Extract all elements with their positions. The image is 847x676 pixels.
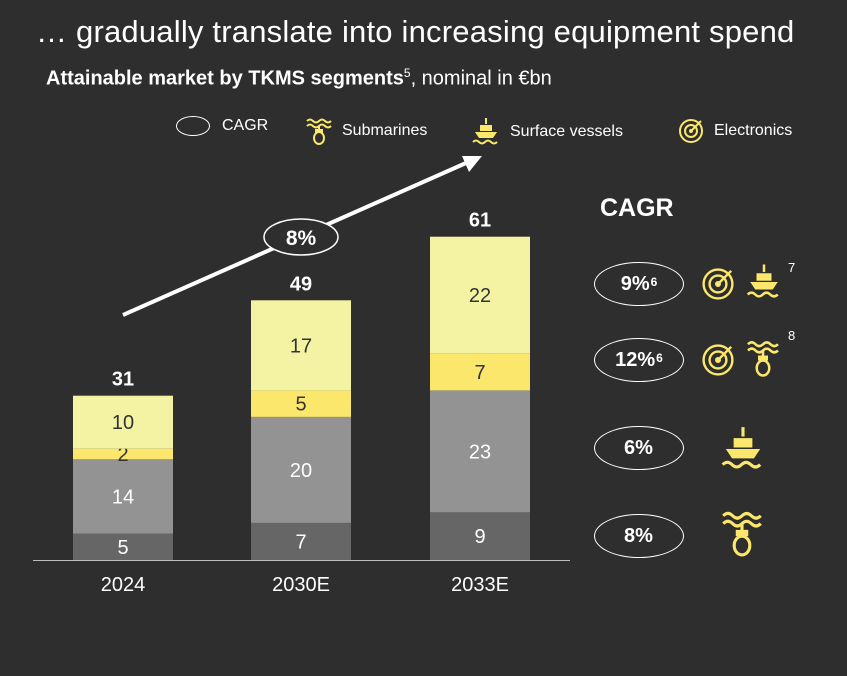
legend-item-surface-vessels: Surface vessels xyxy=(470,116,623,148)
bar-value-label: 17 xyxy=(290,335,312,357)
electronics-icon xyxy=(679,119,703,143)
bar-segment xyxy=(73,395,173,449)
bar-value-label: 9 xyxy=(474,526,485,548)
bar-value-label: 2 xyxy=(117,444,128,466)
cagr-value: 8% xyxy=(624,524,653,547)
cagr-arrow-label: 8% xyxy=(286,227,317,250)
x-tick-label: 2033E xyxy=(451,574,509,596)
bar-total-label: 49 xyxy=(290,273,312,295)
submarine-icon xyxy=(747,341,779,377)
bar-value-label: 7 xyxy=(295,531,306,553)
cagr-pill-submarines: 8% xyxy=(594,514,684,558)
cagr-arrow-head xyxy=(462,156,482,172)
bar-segment xyxy=(430,512,530,560)
cagr-sup: 6 xyxy=(650,275,658,289)
bar-total-label: 31 xyxy=(112,369,134,391)
footnote-marker: 8 xyxy=(788,328,796,343)
bar-value-label: 7 xyxy=(474,362,485,384)
x-tick-label: 2030E xyxy=(272,574,330,596)
cagr-pill-surface: 6% xyxy=(594,426,684,470)
bar-segment xyxy=(251,390,351,417)
legend-label-submarines: Submarines xyxy=(342,122,428,139)
bar-segment xyxy=(251,416,351,523)
subtitle-bold: Attainable market by TKMS segments xyxy=(46,67,404,90)
bar-segment xyxy=(251,300,351,391)
bar-segment xyxy=(430,353,530,391)
bar-segment xyxy=(430,236,530,354)
bar-value-label: 10 xyxy=(112,412,134,434)
stacked-bar-chart: 5 14 2 10 31 2024 7 20 5 17 49 2030E 9 23 7 22 61 2033E 8% xyxy=(33,156,570,596)
bar-total-label: 61 xyxy=(469,210,491,232)
bar-value-label: 22 xyxy=(469,285,491,307)
cagr-value: 6% xyxy=(624,436,653,459)
cagr-sup: 6 xyxy=(656,351,663,365)
x-tick-label: 2024 xyxy=(101,574,146,596)
legend-label-electronics: Electronics xyxy=(714,122,793,139)
legend-item-electronics: Electronics xyxy=(676,116,792,146)
bar-value-label: 14 xyxy=(112,486,134,508)
submarine-icon xyxy=(306,118,332,145)
surface-vessel-icon xyxy=(721,427,762,469)
electronics-icon xyxy=(702,344,734,376)
cagr-ellipse xyxy=(263,218,339,256)
chart-subtitle: Attainable market by TKMS segments5, nom… xyxy=(46,66,552,91)
cagr-ellipse-icon xyxy=(176,116,210,136)
cagr-pill-electronics-surface: 9% 6 xyxy=(594,262,684,306)
cagr-pill-electronics-submarines: 12% 6 xyxy=(594,338,684,382)
bar-segment xyxy=(73,533,173,560)
cagr-panel-title: CAGR xyxy=(600,194,674,222)
bar-segment xyxy=(430,390,530,513)
bar-value-label: 5 xyxy=(117,537,128,559)
footnote-marker: 7 xyxy=(788,260,796,275)
submarine-icon xyxy=(722,511,762,557)
subtitle-rest: , nominal in €bn xyxy=(410,67,552,90)
bar-value-label: 20 xyxy=(290,460,312,482)
bar-value-label: 23 xyxy=(469,441,491,463)
surface-vessel-icon xyxy=(472,118,498,145)
bar-segment xyxy=(73,448,173,460)
surface-vessel-icon xyxy=(746,264,779,298)
legend: CAGR Submarines Surface vessels Electron… xyxy=(0,112,847,148)
bar-segment xyxy=(73,459,173,534)
bar-value-label: 5 xyxy=(295,394,306,416)
subtitle-footnote: 5 xyxy=(403,66,411,80)
legend-item-cagr: CAGR xyxy=(176,116,268,136)
legend-item-submarines: Submarines xyxy=(304,116,427,146)
bar-segment xyxy=(251,522,351,560)
cagr-value: 9% xyxy=(620,272,650,295)
cagr-value: 12% xyxy=(615,348,656,371)
page-title: … gradually translate into increasing eq… xyxy=(36,14,795,49)
legend-label-surface-vessels: Surface vessels xyxy=(510,123,623,140)
electronics-icon xyxy=(702,268,734,300)
legend-label-cagr: CAGR xyxy=(222,117,269,134)
